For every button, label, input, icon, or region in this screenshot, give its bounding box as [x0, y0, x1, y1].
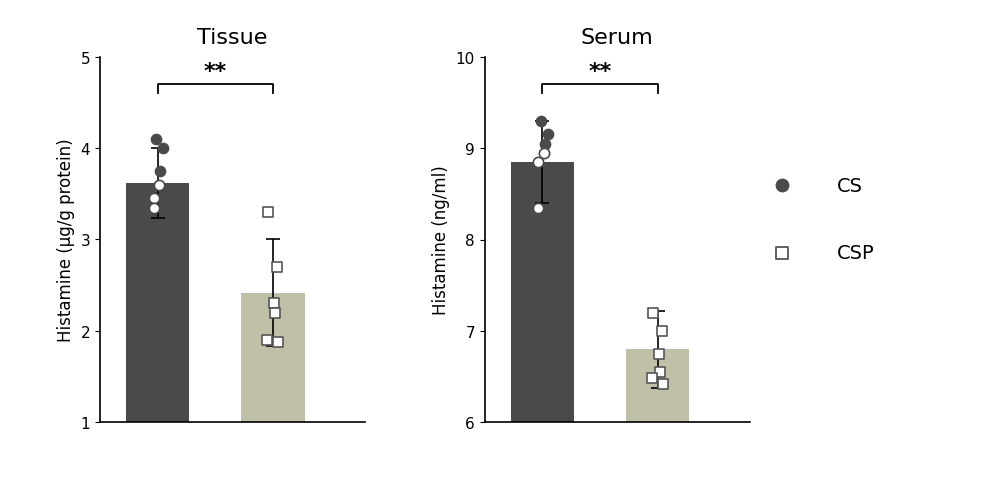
Point — [146, 204, 162, 212]
Title: Serum: Serum — [581, 28, 654, 48]
Point — [270, 338, 286, 346]
Point — [654, 327, 670, 335]
Text: CS: CS — [837, 177, 863, 195]
Y-axis label: Histamine (μg/g protein): Histamine (μg/g protein) — [57, 138, 75, 342]
Point — [155, 145, 171, 153]
Point — [148, 136, 164, 144]
Point — [537, 140, 553, 148]
Point — [151, 181, 167, 189]
Point — [259, 336, 275, 344]
Point — [536, 150, 552, 157]
Point — [266, 300, 282, 308]
Point — [652, 369, 668, 376]
Point — [146, 195, 162, 203]
Point — [533, 118, 549, 125]
Point — [260, 209, 276, 216]
Point — [540, 131, 556, 139]
Point — [644, 375, 660, 383]
Point — [655, 380, 671, 388]
Bar — [626, 349, 689, 480]
Point — [645, 309, 661, 317]
Bar — [511, 163, 574, 480]
Bar — [126, 183, 189, 480]
Point — [651, 350, 667, 358]
Y-axis label: Histamine (ng/ml): Histamine (ng/ml) — [432, 165, 450, 315]
Point — [530, 204, 546, 212]
Text: **: ** — [588, 62, 612, 82]
Point — [269, 264, 285, 271]
Point — [530, 159, 546, 167]
Bar — [241, 293, 305, 480]
Title: Tissue: Tissue — [197, 28, 268, 48]
Text: **: ** — [204, 62, 227, 82]
Text: CSP: CSP — [837, 244, 875, 263]
Point — [267, 309, 283, 317]
Point — [152, 168, 168, 176]
